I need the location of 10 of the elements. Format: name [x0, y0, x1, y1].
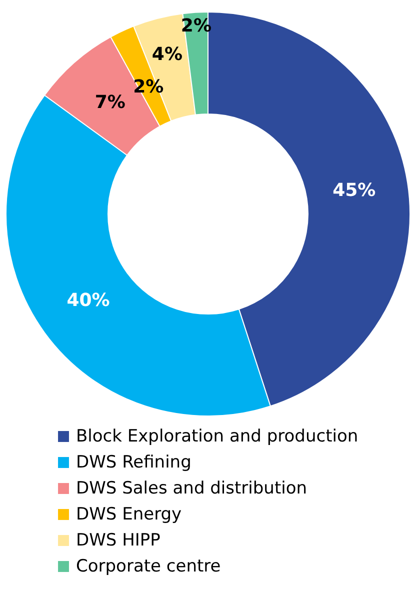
- data-label: 40%: [66, 290, 110, 311]
- data-label: 45%: [332, 180, 376, 201]
- legend-label: DWS HIPP: [76, 530, 160, 550]
- legend-label: Block Exploration and production: [76, 426, 358, 446]
- legend-label: Corporate centre: [76, 556, 221, 576]
- data-label: 4%: [152, 44, 182, 66]
- data-label: 7%: [94, 92, 126, 113]
- legend-label: DWS Sales and distribution: [76, 478, 308, 498]
- legend-label: DWS Energy: [76, 504, 182, 524]
- legend-label: DWS Refining: [76, 452, 192, 472]
